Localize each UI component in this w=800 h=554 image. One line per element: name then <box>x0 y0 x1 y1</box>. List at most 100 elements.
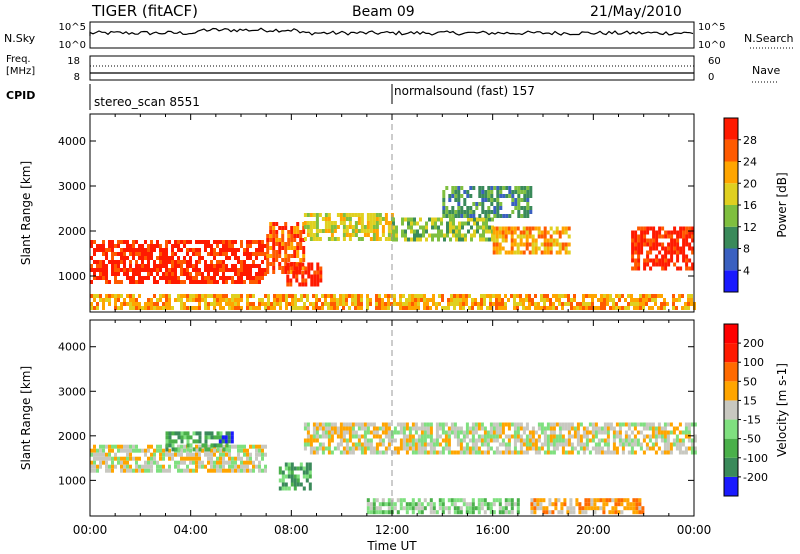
heatmap-cell <box>690 302 693 306</box>
heatmap-cell <box>372 229 376 233</box>
heatmap-cell <box>675 434 679 439</box>
heatmap-cell <box>399 306 402 310</box>
heatmap-cell <box>168 298 171 302</box>
heatmap-cell <box>496 190 500 194</box>
heatmap-cell <box>162 448 165 453</box>
heatmap-cell <box>417 506 421 511</box>
heatmap-cell <box>495 234 499 239</box>
heatmap-cell <box>336 237 340 241</box>
heatmap-cell <box>159 444 162 449</box>
heatmap-cell <box>633 422 637 427</box>
heatmap-cell <box>679 250 683 255</box>
heatmap-cell <box>469 194 473 198</box>
heatmap-cell <box>123 298 126 302</box>
heatmap-cell <box>491 237 494 242</box>
heatmap-cell <box>603 422 607 427</box>
heatmap-cell <box>606 298 609 302</box>
heatmap-cell <box>369 430 373 435</box>
heatmap-cell <box>452 225 455 230</box>
heatmap-cell <box>637 234 641 239</box>
heatmap-cell <box>204 431 208 436</box>
heatmap-cell <box>537 438 541 443</box>
heatmap-cell <box>640 238 644 243</box>
heatmap-cell <box>336 434 340 439</box>
heatmap-cell <box>290 234 294 238</box>
heatmap-cell <box>453 502 457 507</box>
heatmap-cell <box>516 498 520 503</box>
heatmap-cell <box>369 225 373 229</box>
heatmap-cell <box>168 452 171 457</box>
heatmap-cell <box>548 510 552 515</box>
heatmap-cell <box>640 250 644 255</box>
heatmap-cell <box>507 502 511 507</box>
heatmap-cell <box>442 206 446 210</box>
heatmap-cell <box>165 452 168 457</box>
heatmap-cell <box>234 268 237 272</box>
heatmap-cell <box>384 221 388 225</box>
heatmap-cell <box>501 506 505 511</box>
heatmap-cell <box>396 422 400 427</box>
heatmap-cell <box>581 510 585 515</box>
heatmap-cell <box>438 498 442 503</box>
heatmap-cell <box>144 240 147 244</box>
heatmap-cell <box>177 464 180 469</box>
heatmap-cell <box>321 306 324 310</box>
heatmap-cell <box>460 206 464 210</box>
heatmap-cell <box>682 246 686 251</box>
heatmap-cell <box>437 237 440 242</box>
heatmap-cell <box>261 272 264 276</box>
heatmap-cell <box>306 438 310 443</box>
heatmap-cell <box>216 264 219 268</box>
heatmap-cell <box>180 452 183 457</box>
heatmap-cell <box>489 306 492 310</box>
heatmap-cell <box>567 434 571 439</box>
heatmap-cell <box>333 422 337 427</box>
heatmap-cell <box>198 460 201 465</box>
heatmap-cell <box>93 444 96 449</box>
heatmap-cell <box>162 252 165 256</box>
heatmap-cell <box>293 238 297 242</box>
heatmap-cell <box>306 422 310 427</box>
heatmap-cell <box>490 190 494 194</box>
heatmap-cell <box>457 194 461 198</box>
heatmap-cell <box>296 466 300 471</box>
heatmap-cell <box>510 230 514 235</box>
heatmap-cell <box>445 186 449 190</box>
heatmap-cell <box>617 510 621 515</box>
heatmap-cell <box>404 237 407 242</box>
heatmap-cell <box>630 298 633 302</box>
heatmap-cell <box>652 242 656 247</box>
heatmap-cell <box>305 474 309 479</box>
heatmap-cell <box>660 450 664 455</box>
heatmap-cell <box>612 302 615 306</box>
heatmap-cell <box>482 221 485 226</box>
heatmap-cell <box>168 240 171 244</box>
heatmap-cell <box>516 450 520 455</box>
heatmap-cell <box>510 506 514 511</box>
heatmap-cell <box>441 306 444 310</box>
heatmap-cell <box>618 422 622 427</box>
heatmap-cell <box>96 294 99 298</box>
heatmap-cell <box>310 282 314 287</box>
heatmap-cell <box>648 422 652 427</box>
heatmap-cell <box>655 246 659 251</box>
heatmap-cell <box>405 434 409 439</box>
heatmap-cell <box>183 448 186 453</box>
heatmap-cell <box>638 510 642 515</box>
heatmap-cell <box>543 294 546 298</box>
heatmap-cell <box>393 430 397 435</box>
heatmap-cell <box>123 240 126 244</box>
heatmap-cell <box>594 442 598 447</box>
heatmap-cell <box>354 434 358 439</box>
heatmap-cell <box>272 270 276 274</box>
heatmap-cell <box>520 198 524 202</box>
heatmap-cell <box>174 244 177 248</box>
heatmap-cell <box>378 450 382 455</box>
heatmap-cell <box>685 234 689 239</box>
heatmap-cell <box>624 438 628 443</box>
heatmap-cell <box>546 246 550 251</box>
heatmap-cell <box>457 190 461 194</box>
heatmap-cell <box>384 306 387 310</box>
heatmap-cell <box>198 444 201 449</box>
heatmap-cell <box>687 438 691 443</box>
